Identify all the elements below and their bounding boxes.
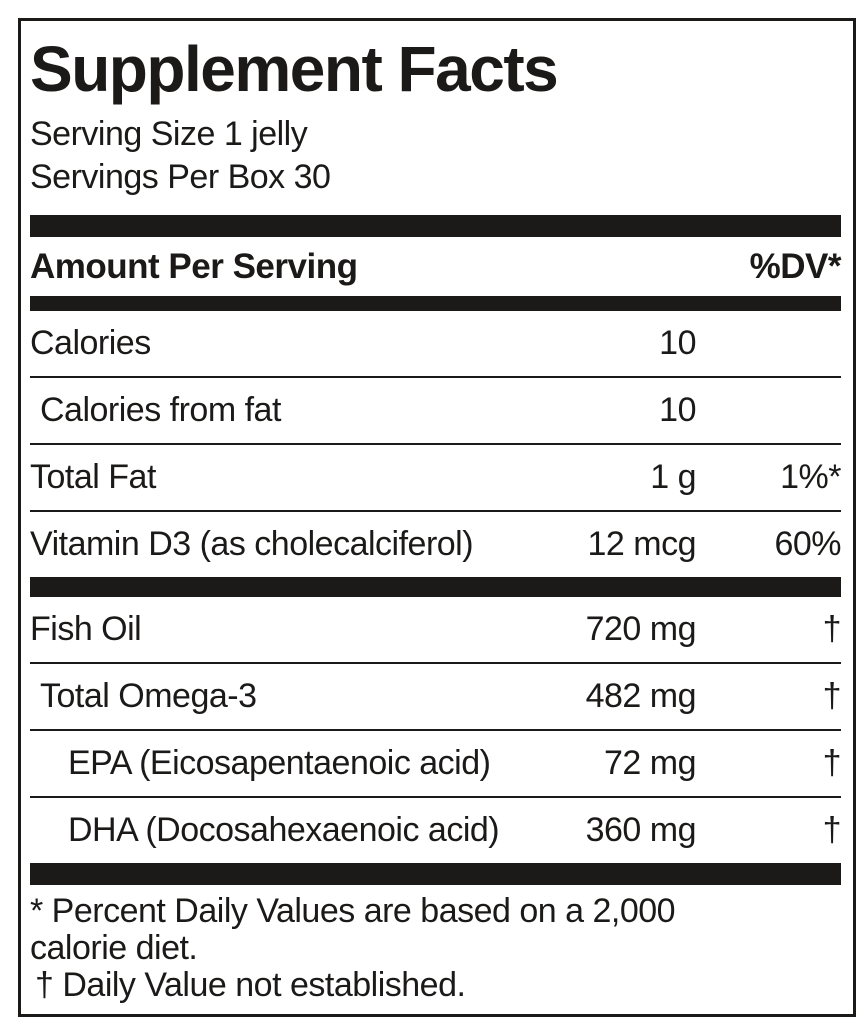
nutrient-name: Fish Oil xyxy=(30,610,142,648)
nutrient-amount: 720 mg xyxy=(585,610,697,648)
column-header-row: Amount Per Serving %DV* xyxy=(30,237,842,296)
divider-bar-medium xyxy=(30,296,841,311)
divider-bar-thick xyxy=(30,215,841,237)
nutrient-name: DHA (Docosahexaenoic acid) xyxy=(68,811,500,849)
footnote-percent-dv: * Percent Daily Values are based on a 2,… xyxy=(30,892,676,930)
footnote-daily-value: † Daily Value not established. xyxy=(35,966,466,1004)
amount-per-serving-header: Amount Per Serving xyxy=(30,246,358,286)
table-row: Fish Oil 720 mg † xyxy=(30,597,842,664)
nutrient-amount: 482 mg xyxy=(585,677,697,715)
nutrient-dv: † xyxy=(822,811,842,849)
supplement-facts-panel: Supplement Facts Serving Size 1 jelly Se… xyxy=(18,18,856,1017)
serving-size: Serving Size 1 jelly xyxy=(30,115,308,153)
nutrient-amount: 72 mg xyxy=(604,744,697,782)
table-row: Total Fat 1 g 1%* xyxy=(30,445,842,512)
nutrient-amount: 360 mg xyxy=(585,811,697,849)
nutrient-name: Total Fat xyxy=(30,458,156,496)
footnotes: * Percent Daily Values are based on a 2,… xyxy=(30,893,841,1004)
nutrient-name: Calories from fat xyxy=(40,391,281,429)
nutrient-name: EPA (Eicosapentaenoic acid) xyxy=(68,744,491,782)
divider-bar-thick xyxy=(30,577,841,597)
table-row: Calories 10 xyxy=(30,311,841,378)
servings-per-box: Servings Per Box 30 xyxy=(30,158,331,196)
table-row: Vitamin D3 (as cholecalciferol) 12 mcg 6… xyxy=(30,512,842,577)
nutrient-amount: 12 mcg xyxy=(587,525,697,563)
nutrient-amount: 1 g xyxy=(650,458,696,496)
table-row: DHA (Docosahexaenoic acid) 360 mg † xyxy=(30,798,842,863)
nutrient-dv: † xyxy=(822,677,842,715)
nutrient-dv: † xyxy=(822,744,842,782)
panel-title: Supplement Facts xyxy=(30,33,559,105)
nutrient-amount: 10 xyxy=(659,324,696,362)
nutrient-dv: 1%* xyxy=(780,458,841,496)
footnote-percent-dv-cont: calorie diet. xyxy=(30,929,198,967)
nutrient-amount: 10 xyxy=(659,391,696,429)
nutrient-name: Total Omega-3 xyxy=(40,677,257,715)
nutrient-dv: † xyxy=(822,610,842,648)
percent-dv-header: %DV* xyxy=(749,246,842,286)
table-row: Total Omega-3 482 mg † xyxy=(30,664,842,731)
serving-info: Serving Size 1 jelly Servings Per Box 30 xyxy=(30,113,841,199)
table-row: EPA (Eicosapentaenoic acid) 72 mg † xyxy=(30,731,842,798)
table-row: Calories from fat 10 xyxy=(30,378,841,445)
divider-bar-thick xyxy=(30,863,841,885)
nutrient-name: Vitamin D3 (as cholecalciferol) xyxy=(30,525,474,563)
nutrient-name: Calories xyxy=(30,324,151,362)
nutrient-dv: 60% xyxy=(774,525,841,563)
